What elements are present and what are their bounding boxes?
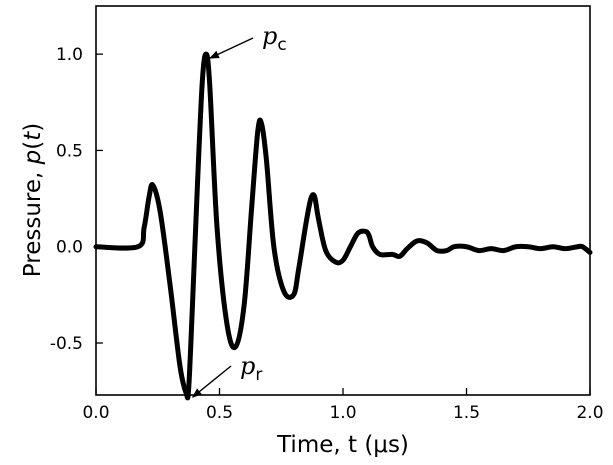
rarefaction-peak-subscript: r bbox=[255, 365, 262, 385]
compression-peak-subscript: c bbox=[277, 35, 286, 55]
series-line-pressure bbox=[93, 51, 593, 401]
compression-peak-symbol: p bbox=[262, 22, 277, 50]
rarefaction-peak-arrow bbox=[191, 365, 232, 398]
rarefaction-peak-label: pr bbox=[240, 352, 262, 385]
y-tick-label: 0.0 bbox=[56, 238, 83, 258]
y-tick-label: 0.5 bbox=[56, 141, 83, 161]
x-axis-title: Time, t (μs) bbox=[276, 432, 409, 458]
y-tick-label: -0.5 bbox=[50, 334, 83, 354]
y-tick-label: 1.0 bbox=[56, 45, 83, 65]
y-axis-title: Pressure, p(t) bbox=[20, 123, 46, 277]
x-tick-label: 0.5 bbox=[206, 403, 233, 423]
x-tick-label: 1.0 bbox=[329, 403, 356, 423]
y-axis-title-text: Pressure, bbox=[20, 164, 46, 277]
ticks bbox=[95, 53, 591, 395]
tick-labels: 0.0 0.5 1.0 1.5 2.0 -0.5 0.0 0.5 1.0 bbox=[50, 45, 604, 423]
y-axis-title-paren-open: ( bbox=[20, 141, 46, 150]
y-axis-title-paren-close: ) bbox=[20, 123, 46, 132]
plot-frame bbox=[95, 5, 591, 396]
y-axis-title-symbol: p bbox=[20, 150, 46, 166]
y-axis-title-var: t bbox=[20, 131, 46, 141]
compression-peak-label: pc bbox=[262, 22, 287, 55]
compression-peak-arrow bbox=[209, 37, 254, 59]
x-tick-label: 0.0 bbox=[82, 403, 109, 423]
rarefaction-peak-symbol: p bbox=[240, 352, 255, 380]
x-tick-label: 2.0 bbox=[576, 403, 603, 423]
x-tick-label: 1.5 bbox=[453, 403, 480, 423]
